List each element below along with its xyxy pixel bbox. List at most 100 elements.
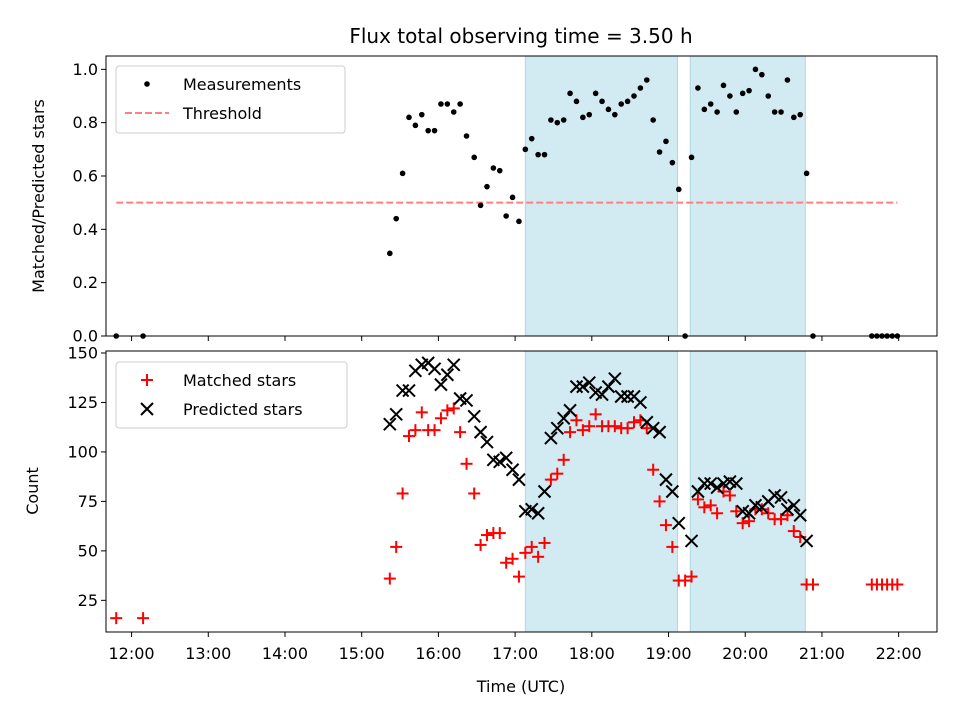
x-tick-label: 13:00 (185, 644, 231, 663)
predicted-star-point (556, 411, 571, 425)
measurement-point (541, 151, 548, 158)
matched-star-point (428, 424, 441, 437)
measurement-point (720, 82, 727, 89)
x-tick-label: 19:00 (645, 644, 691, 663)
predicted-star-point (544, 431, 558, 445)
measurement-point (650, 117, 656, 123)
top-y-tick-label: 1.0 (73, 60, 98, 79)
matched-star-point (723, 489, 736, 502)
measurement-point (803, 170, 810, 177)
top-y-ticks: 0.0 0.2 0.4 0.6 0.8 1.0 (73, 60, 106, 346)
predicted-star-point (402, 383, 416, 398)
predicted-star-point (512, 472, 526, 487)
top-chart-title: Flux total observing time = 3.50 h (349, 24, 692, 48)
matched-star-point (762, 507, 775, 520)
measurement-point (592, 90, 599, 97)
matched-star-point (474, 538, 487, 551)
predicted-star-point (774, 490, 788, 505)
matched-star-point (402, 430, 415, 443)
measurement-point (580, 114, 586, 121)
matched-star-point (659, 519, 672, 532)
top-legend: Measurements Threshold (115, 65, 346, 134)
bottom-panel: 25 50 75 100 125 150 12:00 13:00 14:00 15:00 16:0… (23, 343, 938, 696)
matched-stars-series (110, 402, 904, 625)
predicted-star-point (691, 484, 705, 499)
x-tick-label: 17:00 (492, 644, 538, 663)
x-tick-label: 16:00 (415, 644, 461, 663)
measurement-point (752, 66, 759, 73)
matched-star-point (570, 414, 583, 427)
measurement-point (490, 165, 497, 171)
measurement-point (707, 101, 714, 107)
measurement-point (457, 101, 463, 107)
measurement-point (733, 109, 740, 115)
legend-threshold-label: Threshold (182, 104, 262, 123)
matched-star-point (519, 546, 532, 559)
matched-star-point (736, 517, 749, 530)
predicted-star-point (684, 534, 699, 548)
measurement-point (431, 127, 438, 134)
matched-star-point (679, 574, 692, 587)
measurement-point (425, 127, 431, 134)
x-tick-label: 14:00 (262, 644, 308, 663)
matched-star-point (551, 467, 564, 480)
top-y-tick-label: 0.8 (73, 113, 98, 132)
top-y-tick-label: 0.0 (73, 327, 98, 346)
measurement-point (618, 101, 625, 107)
predicted-star-point (480, 435, 494, 449)
predicted-star-point (447, 358, 461, 372)
measurement-point (528, 135, 535, 142)
matched-star-point (137, 612, 150, 625)
matched-star-point (434, 412, 447, 425)
top-legend-box (115, 65, 346, 134)
measurement-point (765, 93, 772, 99)
measurement-point (496, 167, 503, 174)
matched-star-point (500, 556, 513, 569)
bottom-legend-box (115, 361, 348, 429)
matched-star-point (711, 507, 724, 520)
predicted-star-point (780, 502, 795, 517)
bottom-y-tick-label: 75 (78, 492, 98, 511)
measurement-point (695, 85, 701, 91)
matched-star-point (415, 406, 428, 419)
matched-star-point (532, 550, 545, 563)
matched-star-point (460, 457, 473, 470)
predicted-star-point (799, 534, 814, 548)
matched-star-point (691, 493, 704, 506)
bottom-y-tick-label: 50 (78, 541, 98, 560)
predicted-star-point (633, 395, 648, 410)
measurement-point (656, 149, 663, 155)
measurement-point (503, 213, 509, 219)
x-tick-label: 21:00 (799, 644, 845, 663)
predicted-star-point (389, 407, 403, 422)
matched-star-point (564, 426, 577, 439)
predicted-star-point (601, 379, 616, 394)
bottom-y-tick-label: 125 (67, 393, 98, 412)
measurement-point (477, 202, 484, 209)
top-y-axis-label: Matched/Predicted stars (29, 99, 48, 293)
measurement-point (605, 106, 612, 113)
top-shaded-interval-2 (689, 55, 806, 337)
measurement-point (418, 111, 425, 118)
x-tick-label: 22:00 (876, 644, 922, 663)
predicted-star-point (793, 508, 807, 522)
predicted-star-point (742, 506, 756, 520)
top-y-tick-label: 0.6 (73, 167, 98, 186)
matched-star-point (794, 531, 807, 544)
predicted-star-point (440, 368, 455, 382)
measurement-point (522, 146, 529, 153)
measurement-point (784, 77, 791, 83)
matched-star-point (538, 536, 551, 549)
top-shaded-intervals (524, 55, 806, 337)
measurement-point (727, 93, 733, 99)
top-x-ticks (131, 336, 900, 341)
legend-measurements-marker (144, 81, 150, 87)
predicted-star-point (473, 425, 488, 439)
measurement-point (548, 117, 554, 123)
x-tick-label: 20:00 (722, 644, 768, 663)
predicted-star-point (608, 371, 622, 386)
measurement-point (484, 183, 490, 190)
predicted-star-point (493, 455, 507, 469)
measurement-point (631, 93, 637, 99)
